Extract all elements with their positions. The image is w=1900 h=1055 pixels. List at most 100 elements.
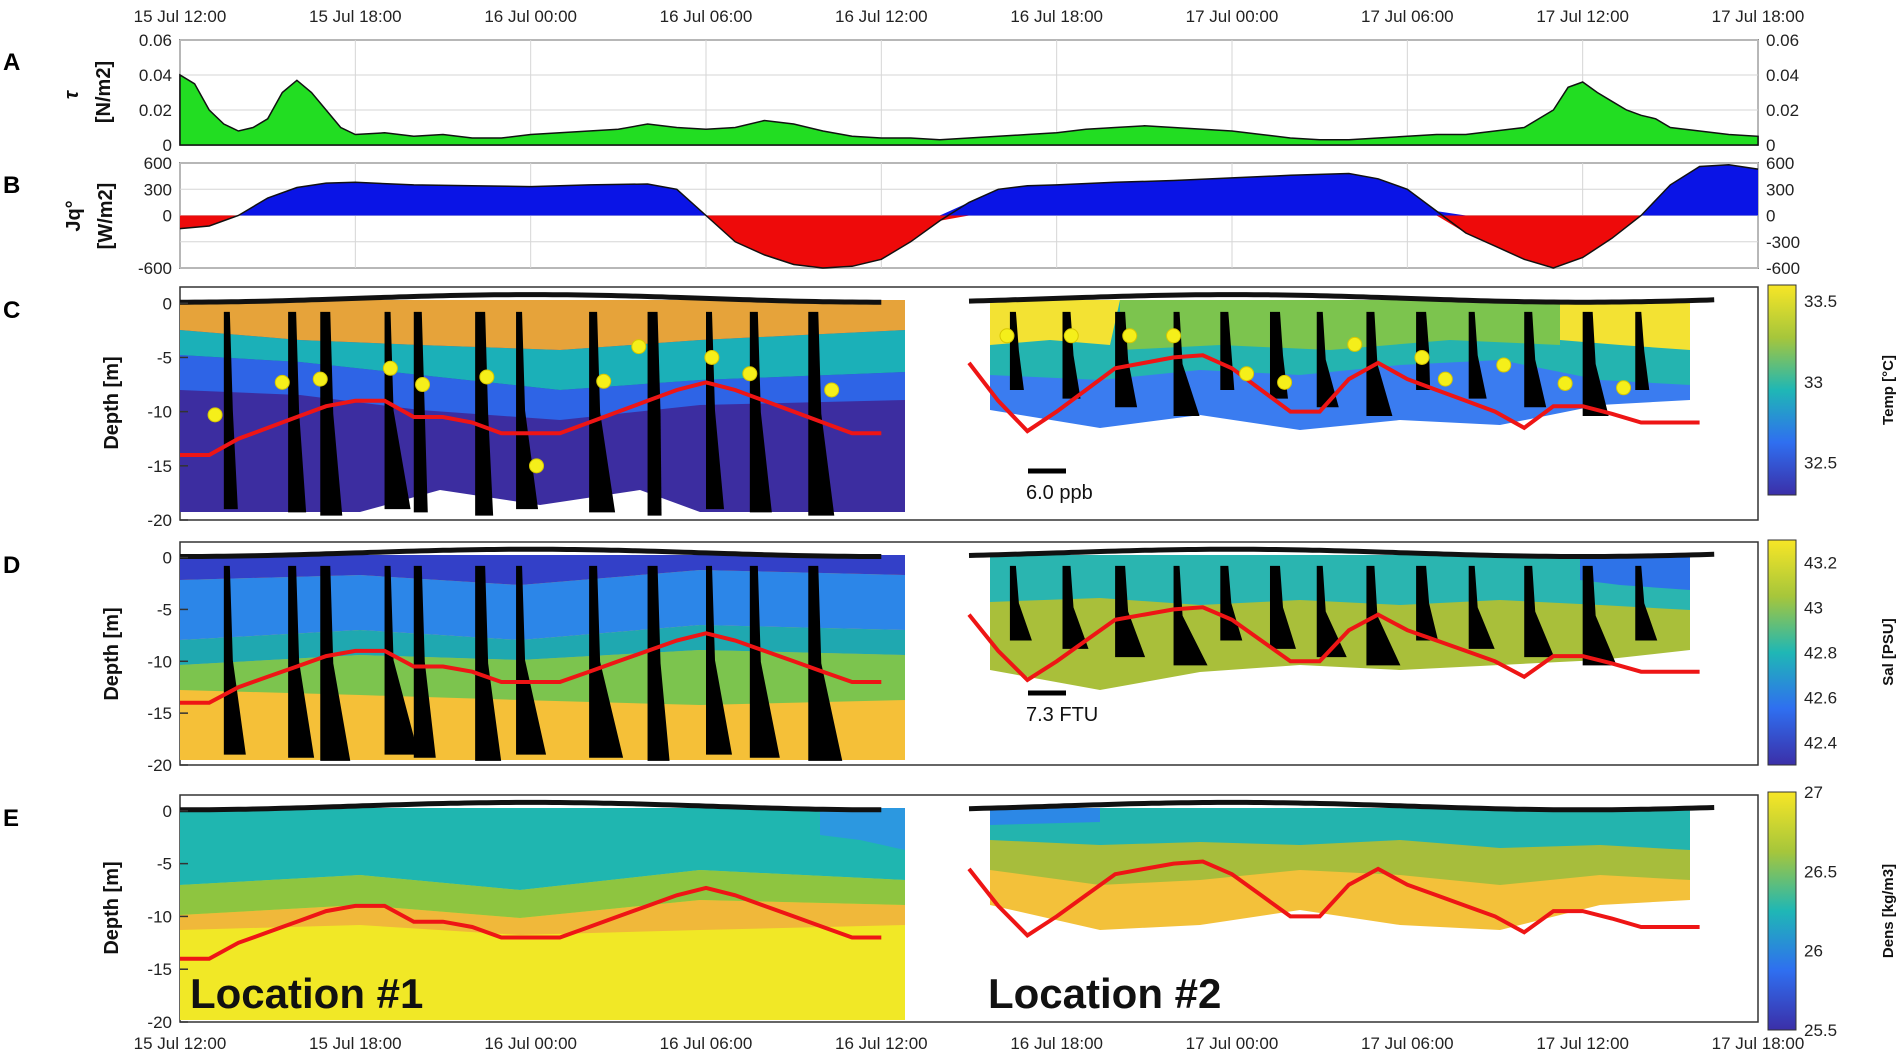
profile-shape [1173, 565, 1208, 666]
ytick-b-right: 600 [1766, 154, 1794, 173]
ytick-depth: -20 [147, 756, 172, 775]
ytick-a-left: 0.02 [139, 101, 172, 120]
profile-shape [706, 565, 732, 755]
panel-a-yticks: 0 0 0.02 0.02 0.04 0.04 0.06 0.06 [139, 31, 1799, 155]
dens-layer-blue-loc1-right [820, 808, 905, 850]
profile-shape [1009, 311, 1024, 390]
panel-c-temperature: 6.0 ppb 0 -5 -10 -15 -20 Depth [m] 32.5 33 33.… [101, 284, 1897, 530]
tide-line-d-location2 [968, 546, 1715, 559]
yellow-dot [207, 407, 223, 423]
profile-shape [1220, 565, 1243, 641]
tide-line-e-location1 [180, 799, 882, 813]
ytick-depth: -10 [147, 652, 172, 671]
bottom-time-label: 17 Jul 06:00 [1361, 1034, 1454, 1053]
heat-flux-line [179, 164, 1759, 269]
colorbar-tick: 43.2 [1804, 554, 1837, 573]
ytick-a-left: 0.06 [139, 31, 172, 50]
profile-shape [808, 311, 835, 516]
profile-shape [1316, 311, 1339, 408]
bottom-time-label: 17 Jul 00:00 [1186, 1034, 1279, 1053]
ytick-a-right: 0.04 [1766, 66, 1799, 85]
ytick-depth: -15 [147, 457, 172, 476]
panel-letters: A B C D E [3, 49, 20, 832]
panel-a-ylabel-symbol: τ [61, 89, 83, 99]
ytick-a-right: 0.06 [1766, 31, 1799, 50]
yellow-dot [1277, 374, 1293, 390]
dens-layer-green-loc1 [180, 870, 905, 918]
colorbar-sal-ticks: 42.4 42.6 42.8 43 43.2 [1804, 554, 1837, 753]
profile-shape [320, 565, 351, 761]
colorbar-tick: 43 [1804, 599, 1823, 618]
temp-layer-orange-loc1 [180, 300, 905, 350]
profile-shape [1524, 311, 1547, 408]
ytick-b-right: -300 [1766, 233, 1800, 252]
location-1-label: Location #1 [190, 970, 423, 1017]
bottom-time-label: 17 Jul 18:00 [1712, 1034, 1805, 1053]
colorbar-temp-ticks: 32.5 33 33.5 [1804, 292, 1837, 473]
panel-e-density: Location #1 Location #2 0 -5 -10 -15 -20 Dep… [101, 783, 1897, 1040]
profile-shape [516, 311, 539, 510]
dens-layer-teal-loc2 [990, 808, 1690, 850]
profile-shape [647, 565, 670, 761]
colorbar-tick: 32.5 [1804, 454, 1837, 473]
ytick-depth: 0 [163, 294, 172, 313]
yellow-dot [312, 371, 328, 387]
profile-shape [749, 565, 780, 758]
panel-letter-c: C [3, 297, 20, 324]
colorbar-temp-label: Temp [°C] [1880, 355, 1897, 425]
ytick-depth: -5 [157, 348, 172, 367]
ytick-depth: -5 [157, 855, 172, 874]
colorbar-dens-label: Dens [kg/m3] [1880, 864, 1897, 958]
profile-shape [223, 565, 246, 755]
panel-letter-e: E [3, 805, 19, 832]
bottom-time-axis: 15 Jul 12:00 15 Jul 18:00 16 Jul 00:00 16 J… [134, 1034, 1805, 1053]
yellow-dot [382, 360, 398, 376]
profile-shape [475, 565, 502, 761]
thermocline-line-d-location1 [180, 631, 882, 705]
scale-label-ftu: 7.3 FTU [1026, 704, 1098, 726]
location-2-label: Location #2 [988, 970, 1221, 1017]
tide-line-e-location2 [968, 799, 1715, 813]
ytick-b-left: 600 [144, 154, 172, 173]
profile-shape [1416, 565, 1439, 641]
colorbar-tick: 42.6 [1804, 689, 1837, 708]
thermocline-line-c-location2 [967, 353, 1700, 434]
top-time-label: 15 Jul 18:00 [309, 7, 402, 26]
profile-shape [1468, 311, 1487, 399]
profile-shape [1468, 565, 1495, 649]
colorbar-dens [1767, 791, 1797, 1031]
panel-c-ylabel: Depth [m] [101, 356, 123, 449]
profile-shape [1062, 565, 1089, 649]
panel-a-wind-stress: 0 0 0.02 0.02 0.04 0.04 0.06 0.06 τ [N/m2] [61, 31, 1799, 155]
sal-layer-blue-loc1 [180, 570, 905, 640]
yellow-dot [1557, 375, 1573, 391]
ytick-b-right: 300 [1766, 180, 1794, 199]
colorbar-tick: 25.5 [1804, 1021, 1837, 1040]
profile-shape [1582, 565, 1617, 666]
top-time-label: 17 Jul 00:00 [1186, 7, 1279, 26]
scale-label-ppb: 6.0 ppb [1026, 482, 1093, 504]
yellow-dot [704, 349, 720, 365]
heat-flux-negative-area [180, 215, 1758, 268]
top-time-label: 16 Jul 00:00 [484, 7, 577, 26]
profile-shape [320, 311, 343, 516]
bottom-time-label: 16 Jul 06:00 [660, 1034, 753, 1053]
dens-layer-teal-loc1 [180, 808, 905, 890]
bottom-time-label: 16 Jul 00:00 [484, 1034, 577, 1053]
profile-shape [1635, 565, 1658, 641]
profile-shape [1524, 565, 1555, 658]
ytick-depth: -20 [147, 1013, 172, 1032]
temp-layer-teal-loc1 [180, 330, 905, 390]
colorbar-tick: 26 [1804, 942, 1823, 961]
sal-layer-green-loc1 [180, 650, 905, 705]
sal-layer-teal-loc2 [990, 555, 1690, 610]
top-time-label: 17 Jul 12:00 [1536, 7, 1629, 26]
sal-layer-blue-loc2 [1580, 555, 1690, 590]
thermocline-line-e-location1 [180, 885, 882, 961]
yellow-dot [1616, 380, 1632, 396]
panel-e-ylabel: Depth [m] [101, 861, 123, 954]
ytick-depth: 0 [163, 802, 172, 821]
panel-a-frame [179, 39, 1759, 146]
ytick-a-right: 0 [1766, 136, 1775, 155]
